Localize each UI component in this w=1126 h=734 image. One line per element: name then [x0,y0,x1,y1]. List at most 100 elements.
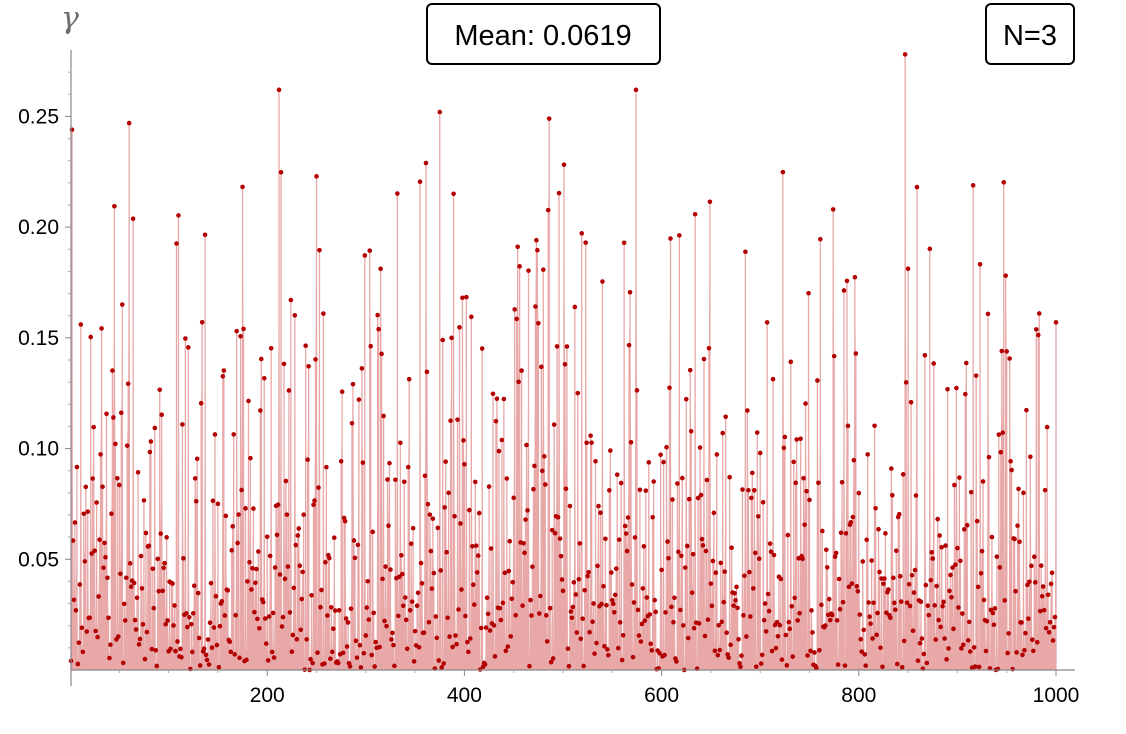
data-point [924,660,930,666]
data-point [733,598,738,603]
data-point [760,499,766,505]
data-point [672,595,677,601]
data-point [288,297,294,303]
data-point [251,506,256,511]
data-point [751,487,757,493]
data-point [93,628,98,634]
data-point [161,565,166,571]
data-point [84,629,90,634]
ticks: 200 400 600 800 1000 0.05 0.10 0.15 0.20 0.25 [18,71,1079,707]
data-point [1047,619,1053,625]
data-point [777,622,783,628]
data-point [868,621,873,626]
data-point [798,436,803,442]
data-point [119,302,125,307]
data-point [336,608,342,613]
data-point [570,604,576,610]
data-point [705,617,711,622]
data-point [689,590,695,595]
data-point [415,590,421,596]
data-point [99,326,104,331]
data-point [292,313,298,318]
data-point [426,619,432,625]
data-point [541,454,547,459]
data-point [770,376,776,382]
data-point [810,630,815,635]
data-point [245,579,250,584]
data-point [461,438,466,443]
data-point [899,664,905,670]
data-point [675,481,680,486]
data-point [327,555,332,561]
data-point [430,516,436,521]
y-tick-label-1: 0.10 [18,438,59,461]
data-point [1005,650,1010,656]
data-point [362,253,368,258]
data-point [618,480,624,486]
x-tick-label-600: 600 [644,684,679,707]
data-point [648,641,654,647]
data-point [162,560,167,566]
data-point [223,513,229,519]
data-point [275,502,281,507]
data-point [540,468,545,474]
data-point [843,531,849,536]
data-point [661,459,666,465]
data-point [878,645,883,651]
data-point [511,495,517,501]
data-point [841,288,847,293]
data-point [902,52,908,57]
data-point [157,387,163,393]
data-point [723,414,728,420]
data-point [945,386,950,392]
data-point [289,649,295,654]
data-point [744,634,749,639]
data-point [403,617,409,623]
data-point [572,304,578,310]
data-point [331,535,337,541]
data-point [914,184,920,190]
data-point [325,613,330,618]
data-point [164,535,169,540]
data-point [173,648,178,654]
data-point [854,584,860,589]
mean-box: Mean: 0.0619 [426,3,661,65]
data-point [276,87,282,93]
data-point [761,617,767,623]
data-point [583,240,588,245]
data-point [994,554,1000,559]
data-point [534,237,539,243]
data-point [128,584,134,590]
data-point [768,549,774,555]
data-point [784,663,790,668]
data-point [181,556,186,561]
data-point [470,544,475,549]
data-point [299,596,305,602]
data-point [88,334,94,340]
data-point [826,596,832,602]
data-point [228,649,234,655]
data-point [359,366,365,371]
data-point [626,342,632,348]
data-point [903,380,909,385]
data-point [659,567,664,573]
data-point [950,565,955,570]
data-point [611,609,617,615]
data-point [476,510,482,516]
data-point [112,203,117,209]
data-point [975,584,981,590]
data-point [479,346,485,351]
data-point [190,610,196,616]
data-point [919,636,925,641]
data-point [765,591,771,597]
data-point [526,268,531,273]
data-point [649,648,655,653]
data-point [179,655,184,660]
data-point [449,335,454,341]
data-point [644,595,650,600]
data-point [439,665,445,670]
data-point [816,480,821,486]
data-point [170,581,175,586]
data-point [971,645,977,650]
